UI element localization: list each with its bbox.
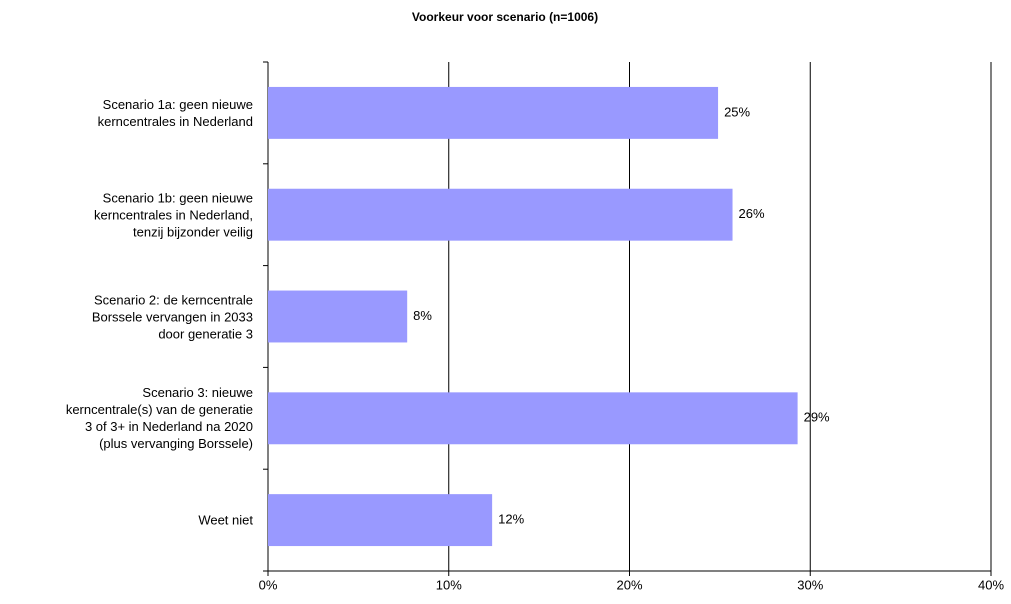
- y-tick-label: Weet niet: [198, 512, 253, 528]
- value-label: 12%: [498, 512, 524, 527]
- bar: [268, 290, 408, 343]
- y-tick-label: Scenario 1a: geen nieuwe kerncentrales i…: [97, 96, 253, 129]
- bar: [268, 392, 798, 445]
- x-tick-label: 40%: [978, 577, 1004, 592]
- bar: [268, 86, 719, 139]
- value-label: 8%: [413, 308, 432, 323]
- x-tick-label: 30%: [797, 577, 823, 592]
- value-label: 29%: [804, 410, 830, 425]
- bar: [268, 494, 493, 547]
- x-tick-label: 0%: [259, 577, 278, 592]
- x-tick-label: 20%: [616, 577, 642, 592]
- y-tick-label: Scenario 3: nieuwe kerncentrale(s) van d…: [65, 385, 253, 452]
- x-tick-label: 10%: [436, 577, 462, 592]
- y-tick-label: Scenario 1b: geen nieuwe kerncentrales i…: [94, 190, 253, 240]
- chart-title: Voorkeur voor scenario (n=1006): [412, 10, 598, 24]
- bar: [268, 188, 733, 241]
- value-label: 25%: [724, 104, 750, 119]
- value-label: 26%: [739, 206, 765, 221]
- y-tick-label: Scenario 2: de kerncentrale Borssele ver…: [91, 292, 253, 341]
